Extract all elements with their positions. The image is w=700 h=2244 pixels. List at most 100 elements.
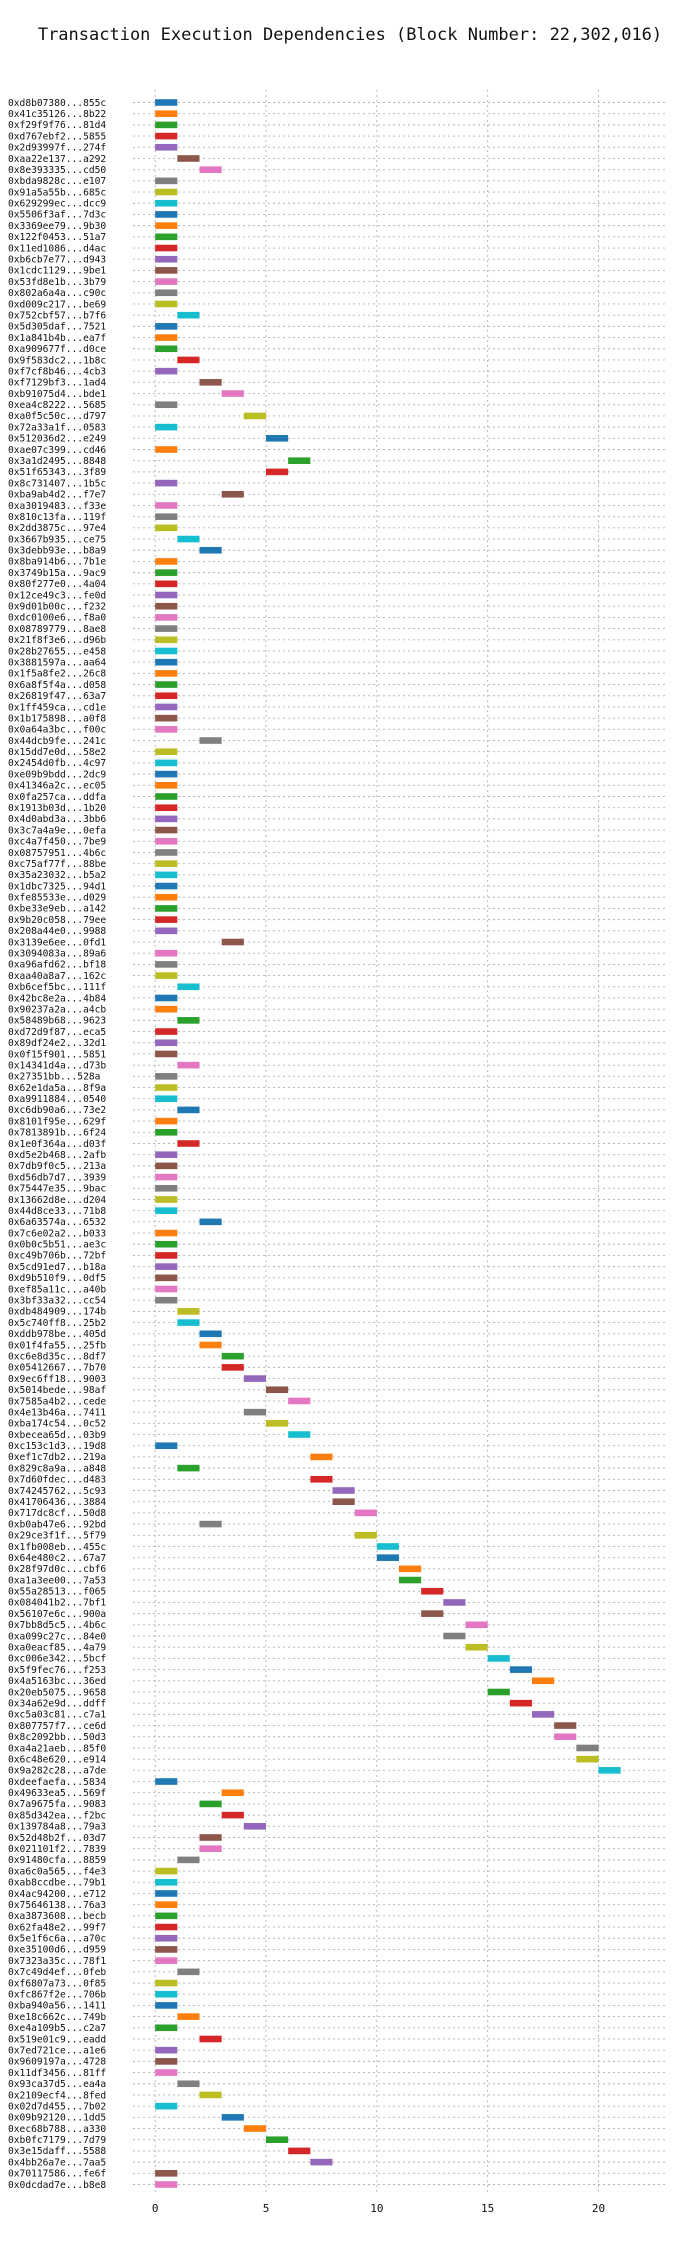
- x-tick-label: 10: [370, 2202, 383, 2215]
- transaction-bar: [155, 1901, 178, 1908]
- transaction-label: 0xe4a109b5...c2a7: [8, 2023, 106, 2034]
- transaction-bar: [243, 1375, 266, 1382]
- transaction-bar: [155, 994, 178, 1002]
- transaction-label: 0x52d48b2f...03d7: [8, 1833, 106, 1844]
- transaction-label: 0x0f15f901...5851: [8, 1049, 106, 1060]
- transaction-bar: [155, 636, 178, 644]
- transaction-bar: [155, 300, 178, 308]
- transaction-label: 0x5e1f6c6a...a70c: [8, 1934, 106, 1945]
- transaction-bar: [243, 412, 266, 420]
- grid: [133, 90, 665, 2192]
- transaction-bar: [177, 155, 200, 162]
- transaction-bar: [155, 244, 178, 252]
- transaction-label: 0xa099c27c...84e0: [8, 1631, 106, 1642]
- transaction-label: 0xa0eacf85...4a79: [8, 1643, 106, 1654]
- transaction-label: 0x3749b15a...9ac9: [8, 568, 106, 579]
- transaction-bar: [266, 1386, 289, 1394]
- x-tick-label: 20: [592, 2202, 605, 2215]
- transaction-bar: [509, 1666, 532, 1673]
- transaction-bar: [266, 2136, 289, 2144]
- transaction-bar: [199, 1834, 222, 1841]
- transaction-label: 0x28b27655...e458: [8, 646, 106, 657]
- transaction-bar: [177, 1319, 200, 1326]
- transaction-bar: [243, 2125, 266, 2132]
- transaction-label: 0x5f9fec76...f253: [8, 1665, 106, 1676]
- transaction-label: 0xd9b510f9...0df5: [8, 1273, 106, 1284]
- transaction-bar: [155, 714, 178, 722]
- transaction-bar: [288, 2147, 311, 2155]
- transaction-bar: [155, 837, 178, 845]
- transaction-bar: [155, 1196, 178, 1203]
- transaction-bar: [576, 1755, 599, 1763]
- transaction-label: 0x3667b935...ce75: [8, 534, 106, 545]
- transaction-label: 0x7db9f0c5...213a: [8, 1161, 106, 1172]
- transaction-bar: [177, 1464, 200, 1472]
- transaction-bar: [221, 390, 244, 397]
- transaction-bar: [155, 1878, 178, 1886]
- transaction-bar: [155, 759, 178, 767]
- transaction-bar: [288, 1431, 311, 1438]
- transaction-label: 0x629299ec...dcc9: [8, 199, 106, 210]
- transaction-label: 0x7bb8d5c5...4b6c: [8, 1620, 106, 1631]
- transaction-label: 0x28f97d0c...cbf6: [8, 1564, 106, 1575]
- transaction-label: 0x9f583dc2...1b8c: [8, 355, 106, 366]
- transaction-label: 0x021101f2...7839: [8, 1844, 106, 1855]
- transaction-bar: [155, 2024, 178, 2032]
- transaction-bar: [155, 927, 178, 935]
- transaction-bar: [177, 1140, 200, 1147]
- transaction-label: 0x3881597a...aa64: [8, 657, 106, 668]
- transaction-label: 0xd009c217...be69: [8, 299, 106, 310]
- transaction-bar: [155, 1229, 178, 1237]
- transaction-bar: [177, 1017, 200, 1024]
- transaction-label: 0x3094083a...89a6: [8, 949, 106, 960]
- transaction-label: 0x810c13fa...119f: [8, 512, 106, 523]
- transaction-label: 0x1913b03d...1b20: [8, 803, 106, 814]
- transaction-label: 0xec68b788...a330: [8, 2124, 106, 2135]
- transaction-bar: [221, 1364, 244, 1371]
- transaction-bar: [155, 334, 178, 341]
- transaction-label: 0x20eb5075...9658: [8, 1687, 106, 1698]
- transaction-label: 0x44dcb9fe...241c: [8, 736, 106, 747]
- transaction-label: 0x6c48e620...e914: [8, 1754, 106, 1765]
- bars: [155, 99, 621, 2188]
- transaction-label: 0xd5e2b468...2afb: [8, 1150, 106, 1161]
- transaction-label: 0x49633ea5...569f: [8, 1788, 106, 1799]
- transaction-label: 0xc5a03c81...c7a1: [8, 1710, 106, 1721]
- transaction-bar: [155, 255, 178, 263]
- transaction-bar: [155, 1923, 178, 1931]
- transaction-label: 0x8ba914b6...7b1e: [8, 557, 106, 568]
- transaction-label: 0x15dd7e0d...58e2: [8, 747, 106, 758]
- transaction-label: 0x208a44e0...9988: [8, 926, 106, 937]
- transaction-bar: [155, 2170, 178, 2177]
- transaction-label: 0x51f65343...3f89: [8, 467, 106, 478]
- transaction-label: 0x02d7d455...7b02: [8, 2101, 106, 2112]
- transaction-label: 0x122f0453...51a7: [8, 232, 106, 243]
- transaction-label: 0x93ca37d5...ea4a: [8, 2079, 106, 2090]
- transaction-bar: [155, 267, 178, 274]
- transaction-bar: [199, 1218, 222, 1226]
- transaction-bar: [155, 177, 178, 185]
- transaction-label: 0x519e01c9...eadd: [8, 2034, 106, 2045]
- transaction-label: 0x41c35126...8b22: [8, 109, 106, 120]
- transaction-bar: [155, 479, 178, 487]
- transaction-bar: [199, 737, 222, 744]
- transaction-bar: [199, 1800, 222, 1808]
- transaction-label: 0x41346a2c...ec05: [8, 781, 106, 792]
- transaction-label: 0x75447e35...9bac: [8, 1184, 106, 1195]
- transaction-label: 0x08757951...4b6c: [8, 848, 106, 859]
- transaction-bar: [155, 826, 178, 834]
- transaction-bar: [155, 1990, 178, 1998]
- transaction-bar: [155, 1957, 178, 1964]
- transaction-label: 0x44d8ce33...71b8: [8, 1206, 106, 1217]
- transaction-bar: [421, 1587, 444, 1595]
- transaction-bar: [199, 1845, 222, 1852]
- transaction-bar: [155, 793, 178, 800]
- transaction-label: 0x08789779...8ae8: [8, 624, 106, 635]
- transaction-label: 0xba940a56...1411: [8, 2001, 106, 2012]
- transaction-bar: [155, 1039, 178, 1047]
- transaction-bar: [155, 972, 178, 979]
- transaction-label: 0x139784a8...79a3: [8, 1822, 106, 1833]
- transaction-label: 0x26819f47...63a7: [8, 691, 106, 702]
- transaction-label: 0x7323a35c...78f1: [8, 1956, 106, 1967]
